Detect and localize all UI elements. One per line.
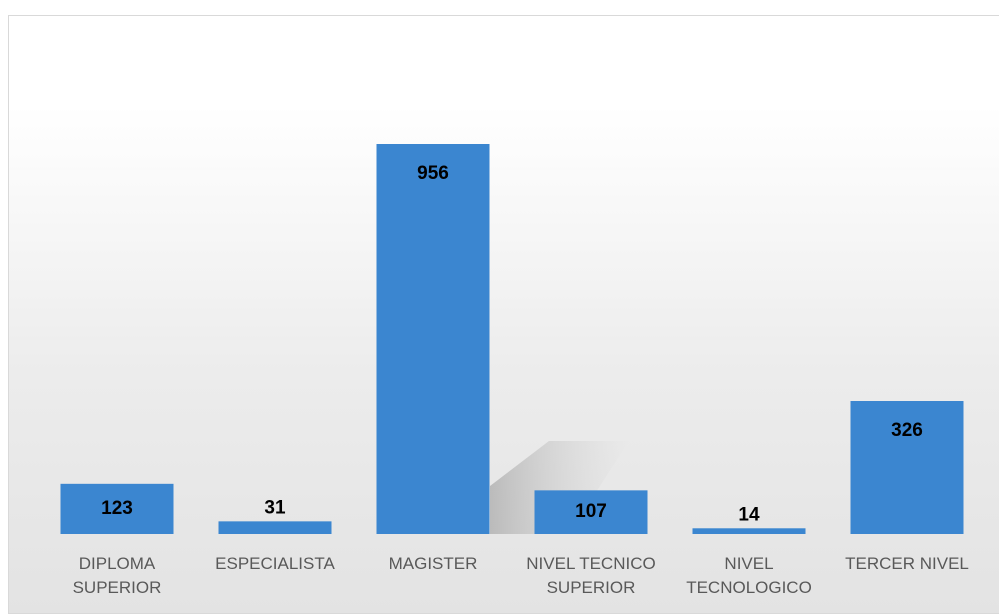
plot: 123 31 956 107 14 326 [60, 144, 964, 534]
x-tick-label: TERCER NIVEL [845, 554, 969, 573]
chart: 123 31 956 107 14 326 DIPLOMA SUPERIOR ESPECIA… [8, 15, 999, 614]
value-label: 14 [738, 504, 760, 525]
x-tick-label: MAGISTER [388, 554, 478, 573]
value-label: 31 [264, 497, 286, 518]
value-label: 123 [101, 498, 133, 519]
x-tick-label: NIVEL TECNOLOGICO [686, 554, 812, 597]
bar [376, 144, 490, 534]
x-tick-label: ESPECIALISTA [215, 554, 335, 573]
value-label: 107 [575, 501, 607, 522]
bar [218, 521, 332, 534]
value-label: 326 [891, 420, 923, 441]
bar [60, 483, 174, 534]
x-tick-label: NIVEL TECNICO SUPERIOR [526, 554, 656, 597]
value-label: 956 [417, 163, 449, 184]
bar-shadow [490, 441, 629, 534]
bar [534, 490, 648, 534]
bar [692, 528, 806, 534]
bar [850, 401, 964, 534]
x-tick-label: DIPLOMA SUPERIOR [72, 554, 162, 597]
